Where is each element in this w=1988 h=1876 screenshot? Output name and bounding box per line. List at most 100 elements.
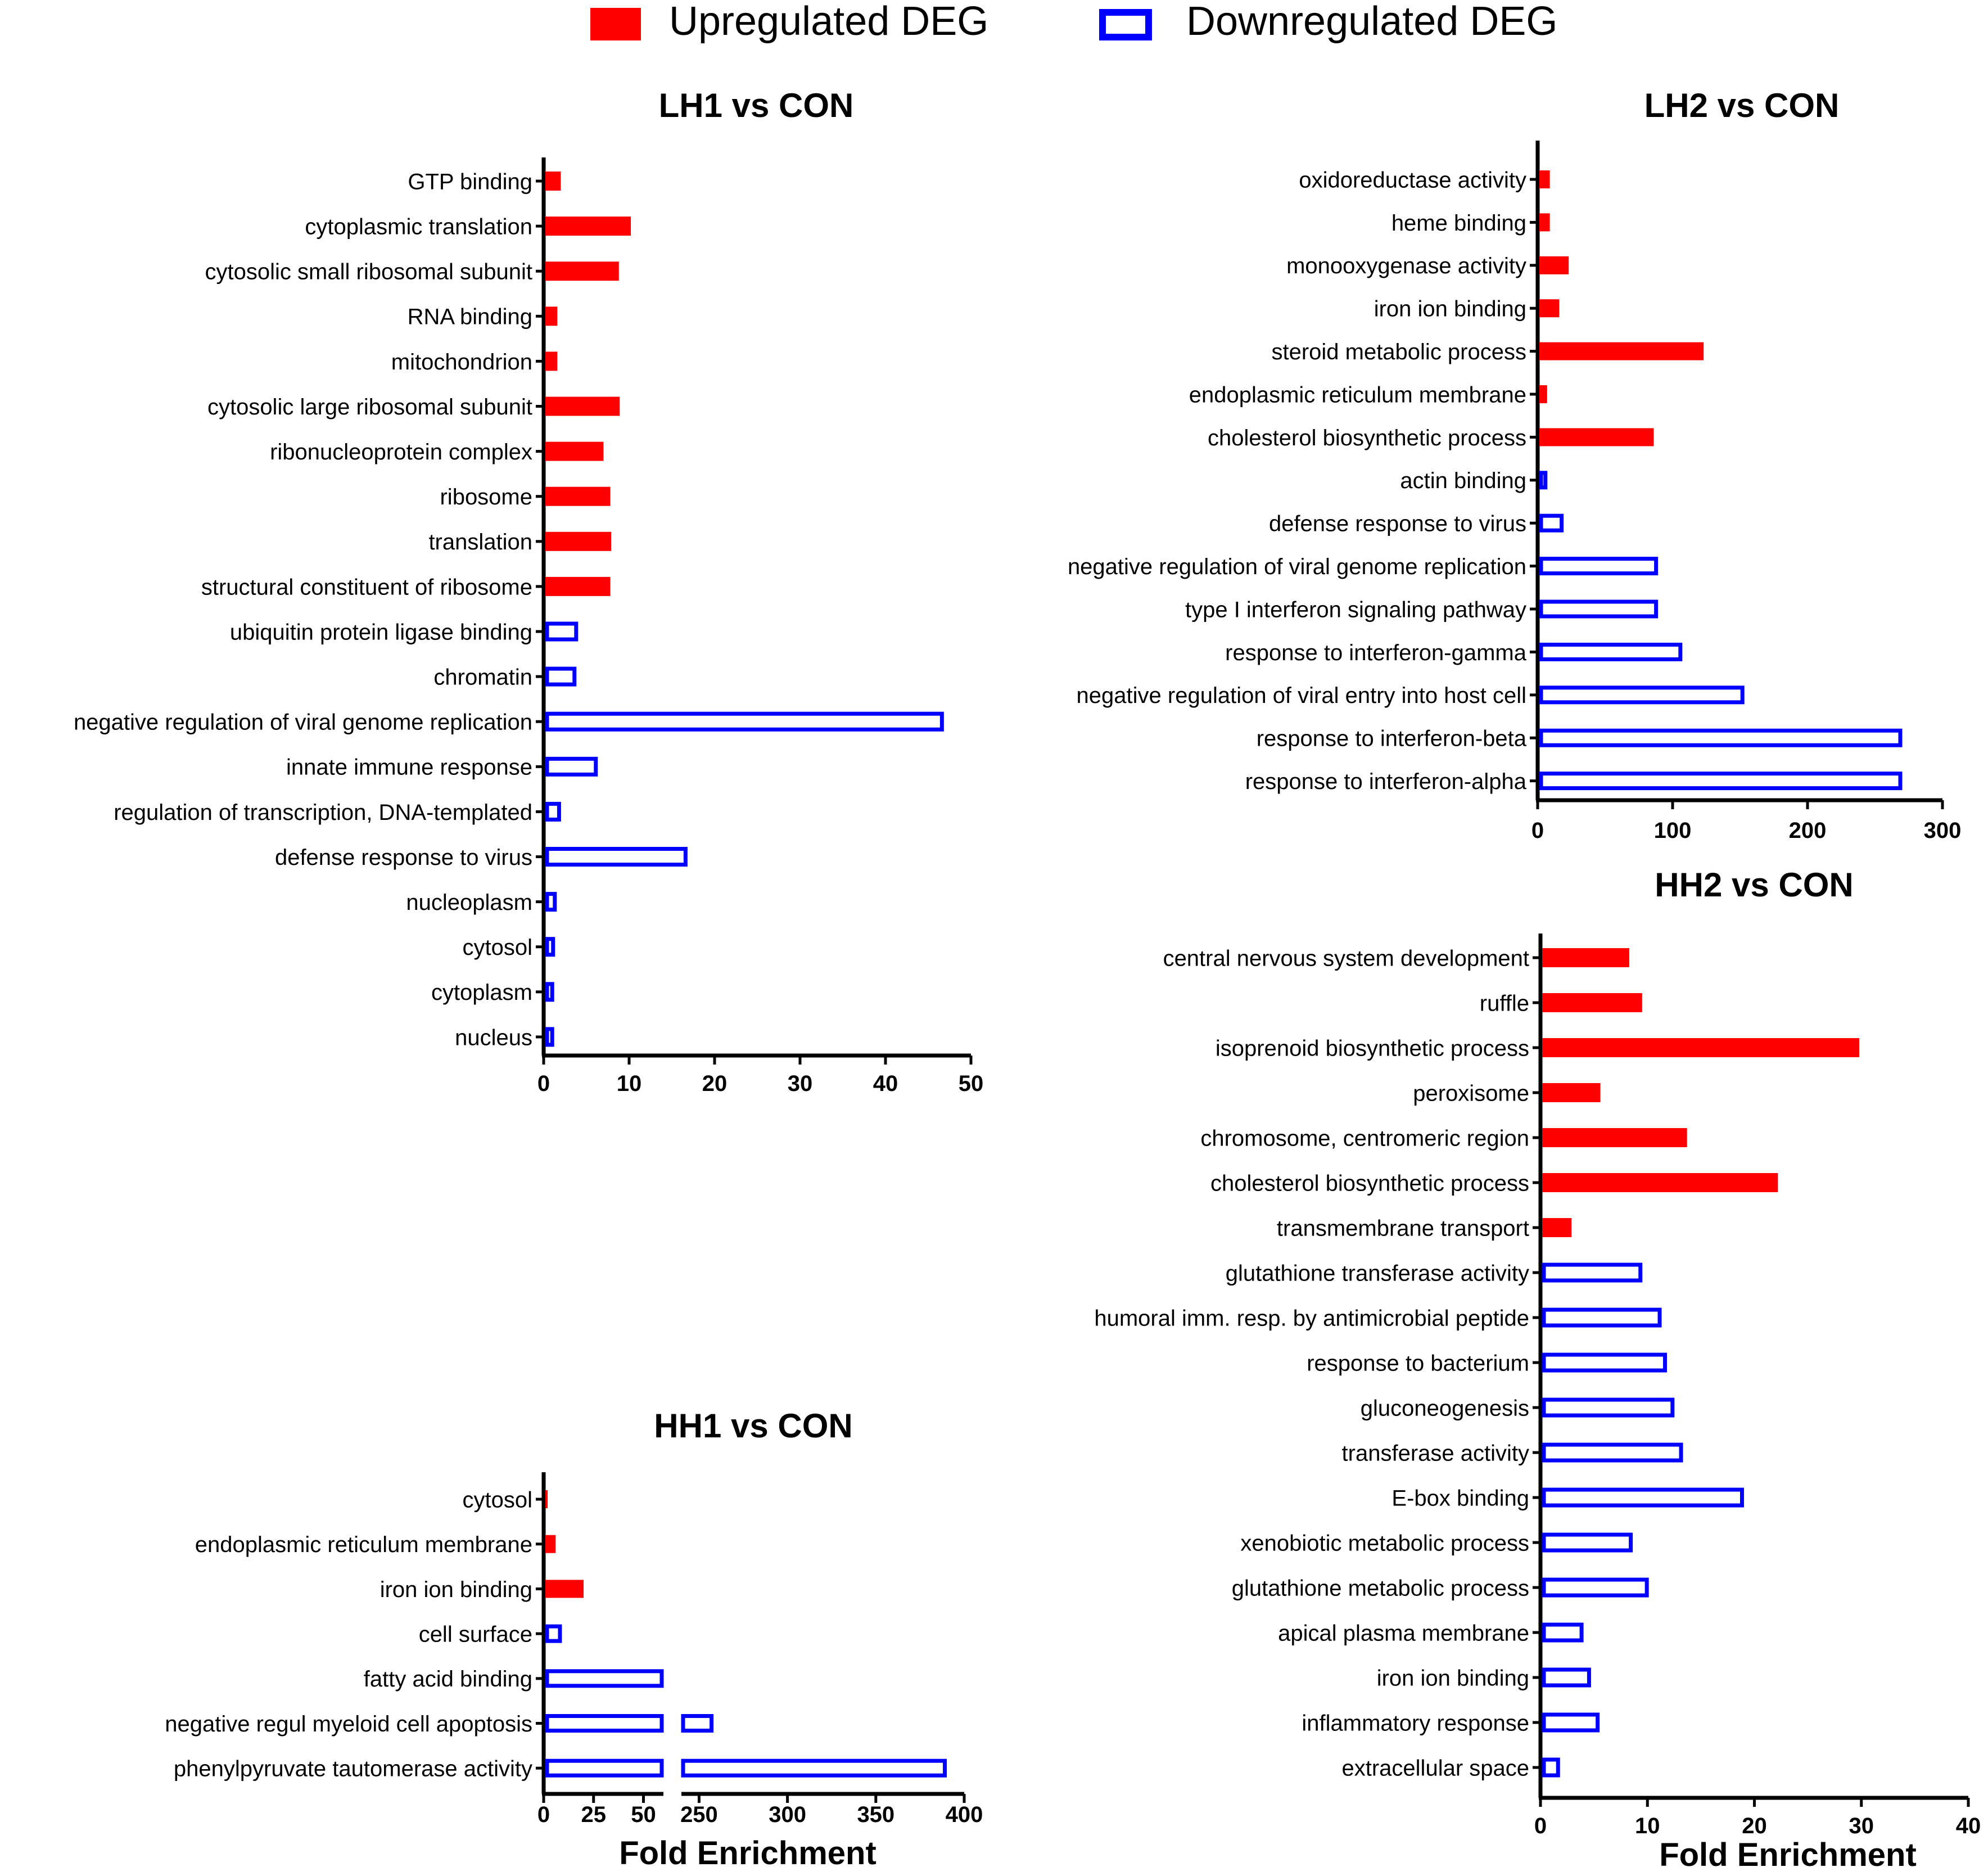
lh1-category-label: translation bbox=[428, 530, 532, 554]
lh2-bar-up bbox=[1539, 385, 1547, 403]
lh1-bar-down bbox=[545, 937, 555, 957]
lh2-category-label: negative regulation of viral entry into … bbox=[1077, 683, 1526, 708]
lh2-category-label: iron ion binding bbox=[1374, 297, 1526, 322]
lh1-bar-up bbox=[545, 217, 631, 236]
hh2-category-label: glutathione transferase activity bbox=[1226, 1261, 1529, 1286]
lh2-bar-down bbox=[1539, 728, 1903, 747]
legend-up-swatch bbox=[590, 8, 641, 40]
hh2-category-label: extracellular space bbox=[1342, 1756, 1530, 1780]
lh1-x-tick-label: 40 bbox=[873, 1071, 898, 1096]
lh2-bar-down bbox=[1539, 599, 1659, 619]
hh2-category-label: humoral imm. resp. by antimicrobial pept… bbox=[1094, 1306, 1529, 1331]
hh2-x-axis-label: Fold Enrichment bbox=[1659, 1837, 1917, 1873]
hh2-bar-up bbox=[1542, 993, 1642, 1012]
hh2-bar-up bbox=[1542, 948, 1629, 967]
hh2-category-label: xenobiotic metabolic process bbox=[1240, 1531, 1529, 1555]
lh1-x-tick-label: 0 bbox=[537, 1071, 550, 1096]
lh2-bar-down bbox=[1539, 642, 1683, 661]
lh1-x-tick-label: 30 bbox=[788, 1071, 813, 1096]
lh2-bar-up bbox=[1539, 213, 1550, 232]
hh2-x-tick-label: 0 bbox=[1534, 1814, 1547, 1838]
hh1-category-label: endoplasmic reticulum membrane bbox=[195, 1532, 532, 1557]
hh1-bar-down bbox=[681, 1758, 947, 1778]
lh2-category-label: actin binding bbox=[1400, 468, 1526, 493]
hh2-category-label: iron ion binding bbox=[1377, 1666, 1529, 1690]
lh1-category-label: mitochondrion bbox=[391, 350, 532, 375]
hh2-bar-down bbox=[1542, 1262, 1643, 1283]
hh2-category-label: glutathione metabolic process bbox=[1232, 1576, 1529, 1600]
hh1-category-label: fatty acid binding bbox=[364, 1667, 532, 1692]
lh1-bar-down bbox=[545, 892, 557, 912]
lh1-bar-down bbox=[545, 801, 561, 822]
lh2-bar-up bbox=[1539, 342, 1704, 360]
lh1-bar-up bbox=[545, 396, 620, 416]
lh1-bar-down bbox=[545, 711, 944, 732]
lh2-category-label: response to interferon-alpha bbox=[1245, 769, 1527, 794]
lh1-bar-up bbox=[545, 351, 558, 371]
hh1-x-tick-label: 0 bbox=[537, 1802, 550, 1827]
hh2-bar-down bbox=[1542, 1622, 1584, 1643]
hh1-bar-up bbox=[545, 1535, 556, 1553]
chart-hh1: HH1 vs CON cytosol endoplasmic reticulum m… bbox=[165, 1407, 983, 1872]
lh2-category-label: response to interferon-gamma bbox=[1225, 641, 1527, 665]
hh2-bar-down bbox=[1542, 1442, 1683, 1463]
hh2-bar-down bbox=[1542, 1532, 1633, 1553]
lh2-category-label: cholesterol biosynthetic process bbox=[1208, 426, 1526, 450]
lh2-bar-up bbox=[1539, 256, 1569, 274]
lh2-bar-up bbox=[1539, 428, 1654, 447]
lh2-category-label: response to interferon-beta bbox=[1257, 727, 1527, 751]
hh1-category-label: phenylpyruvate tautomerase activity bbox=[174, 1757, 532, 1782]
hh1-title: HH1 vs CON bbox=[654, 1407, 852, 1445]
lh2-category-label: negative regulation of viral genome repl… bbox=[1068, 554, 1526, 579]
hh2-bar-down bbox=[1542, 1757, 1560, 1778]
hh1-x-tick-label: 250 bbox=[680, 1802, 718, 1827]
lh1-category-label: ribonucleoprotein complex bbox=[270, 440, 532, 465]
hh2-bar-up bbox=[1542, 1038, 1859, 1057]
lh2-category-label: oxidoreductase activity bbox=[1299, 168, 1526, 192]
hh2-bar-up bbox=[1542, 1083, 1601, 1102]
lh1-bar-down bbox=[545, 982, 554, 1002]
hh2-bar-up bbox=[1542, 1218, 1572, 1237]
hh1-x-tick-label: 350 bbox=[857, 1802, 894, 1827]
lh1-category-label: nucleoplasm bbox=[406, 890, 532, 915]
lh1-category-label: defense response to virus bbox=[275, 845, 532, 870]
lh2-category-label: endoplasmic reticulum membrane bbox=[1189, 382, 1526, 407]
lh1-bar-up bbox=[545, 306, 558, 326]
hh1-category-label: cell surface bbox=[419, 1622, 532, 1647]
hh1-category-label: iron ion binding bbox=[380, 1577, 532, 1602]
lh1-category-label: cytosolic large ribosomal subunit bbox=[207, 395, 532, 420]
hh2-bar-up bbox=[1542, 1173, 1778, 1192]
hh2-bar-down bbox=[1542, 1712, 1600, 1733]
lh2-bar-down bbox=[1539, 513, 1564, 533]
lh1-category-label: chromatin bbox=[433, 665, 532, 690]
hh2-category-label: inflammatory response bbox=[1302, 1711, 1529, 1735]
hh1-bar-down bbox=[681, 1714, 714, 1733]
legend-down-swatch bbox=[1099, 9, 1152, 40]
hh2-category-label: response to bacterium bbox=[1307, 1351, 1529, 1376]
hh1-x-tick-label: 300 bbox=[769, 1802, 806, 1827]
lh1-x-tick-label: 50 bbox=[959, 1071, 984, 1096]
lh1-bar-down bbox=[545, 847, 688, 867]
legend-down-label: Downregulated DEG bbox=[1186, 0, 1557, 44]
lh2-bar-down bbox=[1539, 557, 1659, 576]
lh2-bar-down bbox=[1539, 686, 1745, 705]
lh1-bar-up bbox=[545, 441, 604, 461]
hh2-bar-down bbox=[1542, 1577, 1649, 1598]
lh2-category-label: monooxygenase activity bbox=[1286, 254, 1526, 278]
lh2-x-tick-label: 200 bbox=[1789, 818, 1827, 843]
hh2-category-label: peroxisome bbox=[1413, 1081, 1529, 1106]
hh2-category-label: apical plasma membrane bbox=[1278, 1621, 1529, 1645]
lh1-category-label: cytoplasmic translation bbox=[305, 215, 532, 240]
hh2-category-label: cholesterol biosynthetic process bbox=[1210, 1171, 1529, 1196]
hh1-x-tick-label: 400 bbox=[946, 1802, 983, 1827]
lh1-bar-down bbox=[545, 756, 598, 777]
lh2-x-tick-label: 100 bbox=[1654, 818, 1692, 843]
lh1-category-label: cytosolic small ribosomal subunit bbox=[205, 260, 532, 285]
lh2-category-label: defense response to virus bbox=[1269, 512, 1526, 536]
lh1-category-label: ribosome bbox=[440, 485, 532, 509]
hh2-bar-down bbox=[1542, 1397, 1675, 1418]
hh1-x-tick-label: 25 bbox=[581, 1802, 607, 1827]
hh2-category-label: chromosome, centromeric region bbox=[1200, 1126, 1529, 1151]
lh2-bar-down bbox=[1539, 471, 1548, 490]
